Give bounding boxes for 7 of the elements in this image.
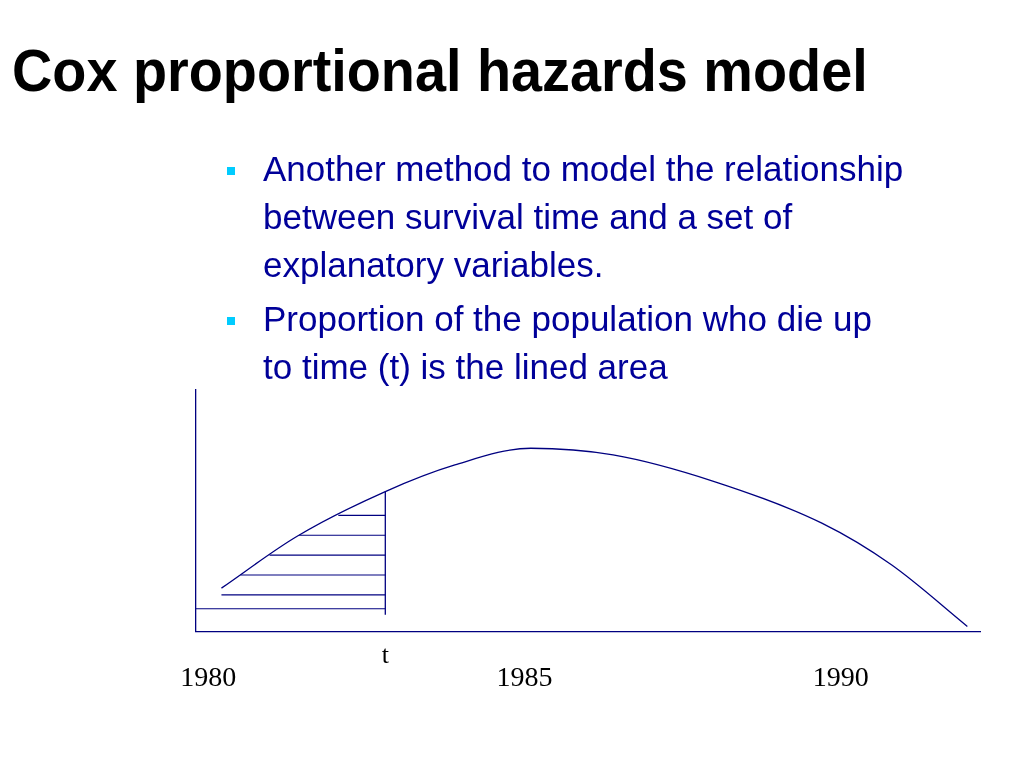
- chart-title: Cox proportional hazards model: [12, 36, 868, 105]
- ref-line-label: t: [381, 639, 390, 669]
- x-tick-label: 1980: [180, 660, 237, 692]
- x-tick-label: 1990: [812, 660, 869, 692]
- x-tick-label: 1985: [496, 660, 553, 692]
- text: Proportion of the population who die up to time (t) is the lined area: [263, 299, 873, 386]
- text: Another method to model the relationship between survival time and a set of explanatory variables.: [263, 149, 904, 284]
